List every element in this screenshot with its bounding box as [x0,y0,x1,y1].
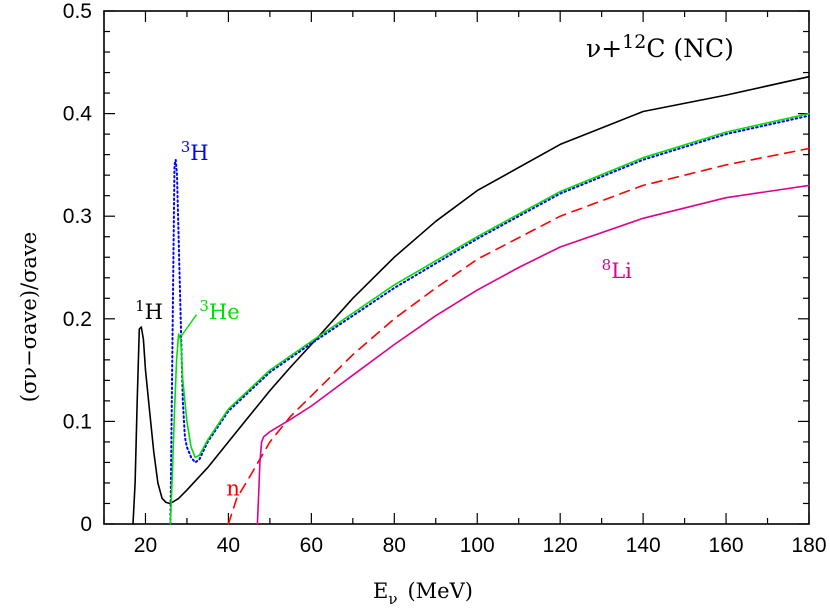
he3-leader-line [180,314,198,337]
ticks-layer: 20 40 60 80 100 120 140 160 180 0 0.1 0.2 0.3 0.4 0.5 [63,0,827,557]
x-tick-label: 180 [791,534,826,557]
series-label-sup: 1 [135,297,145,315]
y-axis-title: (σν−σave)/σave [17,232,41,402]
x-tick-label: 100 [460,534,495,557]
plot-frame [103,10,810,525]
series-line-2 [169,112,810,525]
plot-frame-layer [103,10,810,525]
series-label-base: H [190,141,208,165]
chart-title-suffix: C (NC) [646,34,734,63]
series-label-1: 3H [181,138,209,165]
series-label-sup: 8 [602,256,612,274]
series-line-4 [256,184,810,525]
y-tick-label: 0 [80,513,92,536]
y-tick-label: 0.3 [63,205,92,228]
series-line-3 [227,147,810,525]
series-label-sup: 3 [199,297,209,315]
y-tick-label: 0.4 [63,103,93,126]
x-axis-title: Eν (MeV) [373,579,473,608]
series-layer [132,75,810,525]
x-tick-label: 40 [217,534,240,557]
series-label-2: 3He [199,297,239,324]
series-line-0 [132,75,810,525]
x-tick-label: 160 [709,534,744,557]
chart-title-sup: 12 [622,31,646,53]
x-axis-title-unit: (MeV) [407,579,472,603]
x-tick-label: 140 [626,534,661,557]
x-axis-title-main: E [373,579,388,603]
chart-title-prefix: ν+ [586,34,622,63]
y-tick-label: 0.2 [63,308,92,331]
y-tick-label: 0.5 [63,0,92,23]
series-label-sup: 3 [181,138,191,156]
series-label-base: Li [611,259,632,283]
x-tick-label: 120 [543,534,578,557]
series-label-base: n [226,476,240,500]
x-tick-label: 80 [383,534,406,557]
x-tick-label: 20 [134,534,157,557]
x-axis-title-sub: ν [388,590,397,608]
series-label-3: n [226,476,240,500]
series-line-1 [169,114,810,525]
series-label-base: He [209,300,240,324]
series-label-base: H [145,300,163,324]
series-label-4: 8Li [602,256,632,283]
y-tick-label: 0.1 [63,410,92,433]
chart-title: ν+12C (NC) [586,31,734,63]
series-label-0: 1H [135,297,163,324]
x-tick-label: 60 [300,534,323,557]
